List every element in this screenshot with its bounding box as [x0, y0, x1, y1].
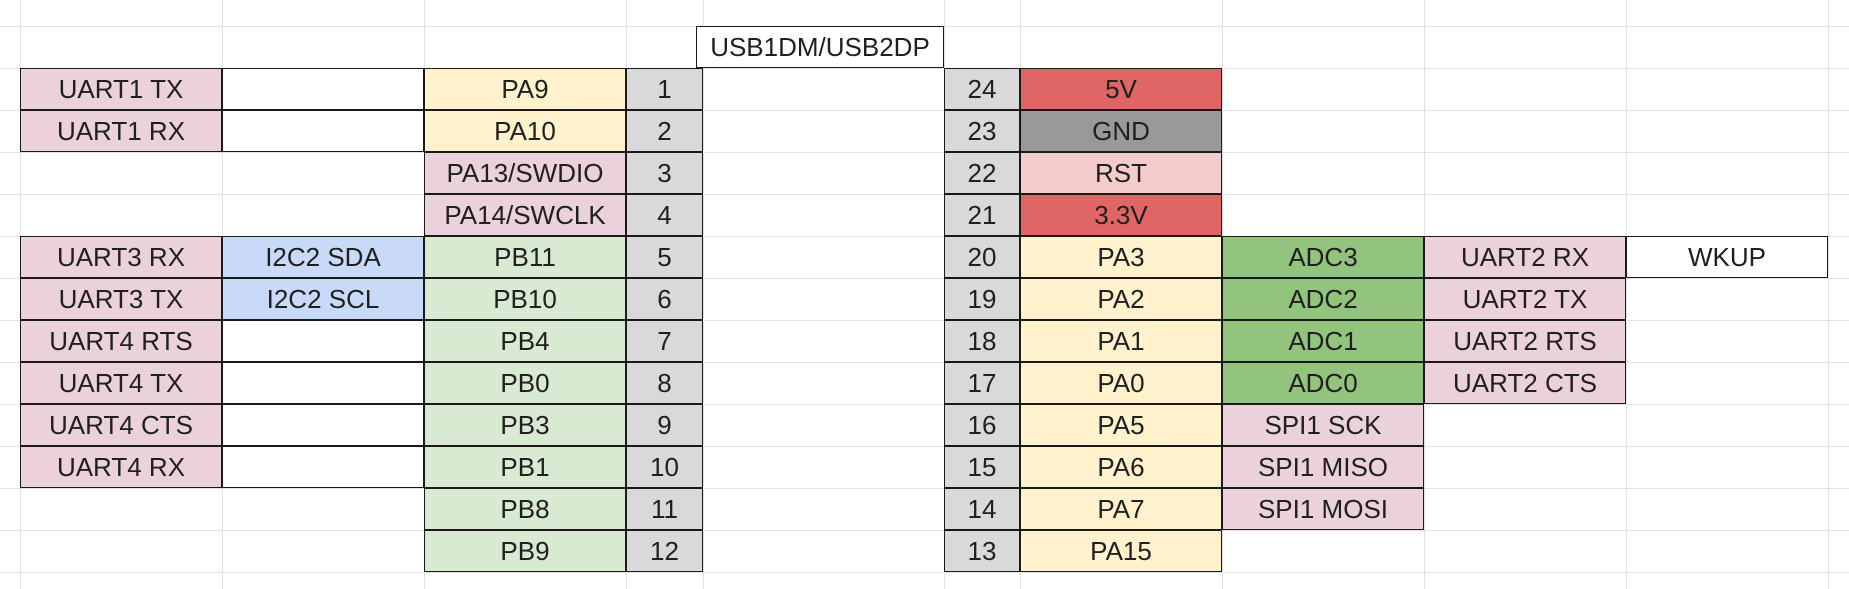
left-func2-cell[interactable]: I2C2 SCL: [222, 278, 424, 320]
left-pin-cell[interactable]: PB1: [424, 446, 626, 488]
left-pin-number-cell[interactable]: 6: [626, 278, 703, 320]
right-pin-number-cell[interactable]: 19: [944, 278, 1020, 320]
right-pin-number-cell[interactable]: 23: [944, 110, 1020, 152]
right-pin-number-cell[interactable]: 17: [944, 362, 1020, 404]
left-pin-cell[interactable]: PB3: [424, 404, 626, 446]
left-pin-cell[interactable]: PA14/SWCLK: [424, 194, 626, 236]
left-pin-cell[interactable]: PA9: [424, 68, 626, 110]
usb-label[interactable]: USB1DM/USB2DP: [696, 26, 944, 68]
left-pin-cell[interactable]: PA10: [424, 110, 626, 152]
right-func1-cell[interactable]: SPI1 SCK: [1222, 404, 1424, 446]
right-func2-cell[interactable]: UART2 RTS: [1424, 320, 1626, 362]
left-pin-cell[interactable]: PB10: [424, 278, 626, 320]
left-pin-number-cell[interactable]: 3: [626, 152, 703, 194]
left-func1-cell[interactable]: UART1 RX: [20, 110, 222, 152]
left-func1-cell[interactable]: UART1 TX: [20, 68, 222, 110]
right-pin-cell[interactable]: 5V: [1020, 68, 1222, 110]
right-pin-cell[interactable]: PA3: [1020, 236, 1222, 278]
left-pin-cell[interactable]: PB11: [424, 236, 626, 278]
right-func3-cell[interactable]: WKUP: [1626, 236, 1828, 278]
left-pin-number-cell[interactable]: 11: [626, 488, 703, 530]
left-pin-cell[interactable]: PB0: [424, 362, 626, 404]
right-pin-number-cell[interactable]: 13: [944, 530, 1020, 572]
left-func1-cell[interactable]: UART3 RX: [20, 236, 222, 278]
left-func2-cell[interactable]: [222, 362, 424, 404]
left-pin-number-cell[interactable]: 8: [626, 362, 703, 404]
right-pin-cell[interactable]: PA5: [1020, 404, 1222, 446]
left-func1-cell[interactable]: UART4 RTS: [20, 320, 222, 362]
left-func2-cell[interactable]: [222, 68, 424, 110]
left-pin-number-cell[interactable]: 10: [626, 446, 703, 488]
right-func2-cell[interactable]: UART2 TX: [1424, 278, 1626, 320]
right-func2-cell[interactable]: UART2 CTS: [1424, 362, 1626, 404]
left-func2-cell[interactable]: [222, 320, 424, 362]
left-pin-number-cell[interactable]: 2: [626, 110, 703, 152]
right-func2-cell[interactable]: UART2 RX: [1424, 236, 1626, 278]
right-pin-number-cell[interactable]: 22: [944, 152, 1020, 194]
right-pin-cell[interactable]: PA0: [1020, 362, 1222, 404]
left-func2-cell[interactable]: I2C2 SDA: [222, 236, 424, 278]
left-pin-number-cell[interactable]: 1: [626, 68, 703, 110]
left-func2-cell[interactable]: [222, 404, 424, 446]
right-pin-number-cell[interactable]: 24: [944, 68, 1020, 110]
right-func1-cell[interactable]: ADC2: [1222, 278, 1424, 320]
left-pin-number-cell[interactable]: 4: [626, 194, 703, 236]
left-pin-number-cell[interactable]: 9: [626, 404, 703, 446]
left-pin-cell[interactable]: PB9: [424, 530, 626, 572]
right-pin-cell[interactable]: GND: [1020, 110, 1222, 152]
left-func1-cell[interactable]: UART3 TX: [20, 278, 222, 320]
left-pin-cell[interactable]: PB8: [424, 488, 626, 530]
right-pin-number-cell[interactable]: 14: [944, 488, 1020, 530]
right-pin-number-cell[interactable]: 16: [944, 404, 1020, 446]
right-pin-number-cell[interactable]: 18: [944, 320, 1020, 362]
left-pin-number-cell[interactable]: 12: [626, 530, 703, 572]
left-func1-cell[interactable]: UART4 RX: [20, 446, 222, 488]
right-pin-cell[interactable]: PA1: [1020, 320, 1222, 362]
right-pin-cell[interactable]: 3.3V: [1020, 194, 1222, 236]
left-func2-cell[interactable]: [222, 446, 424, 488]
right-func1-cell[interactable]: ADC3: [1222, 236, 1424, 278]
left-func1-cell[interactable]: UART4 CTS: [20, 404, 222, 446]
right-pin-cell[interactable]: PA15: [1020, 530, 1222, 572]
right-pin-number-cell[interactable]: 20: [944, 236, 1020, 278]
right-pin-number-cell[interactable]: 21: [944, 194, 1020, 236]
right-func1-cell[interactable]: SPI1 MOSI: [1222, 488, 1424, 530]
right-func1-cell[interactable]: ADC1: [1222, 320, 1424, 362]
right-pin-cell[interactable]: PA7: [1020, 488, 1222, 530]
left-func2-cell[interactable]: [222, 110, 424, 152]
right-pin-cell[interactable]: RST: [1020, 152, 1222, 194]
right-pin-number-cell[interactable]: 15: [944, 446, 1020, 488]
left-pin-cell[interactable]: PB4: [424, 320, 626, 362]
right-func1-cell[interactable]: ADC0: [1222, 362, 1424, 404]
left-pin-number-cell[interactable]: 7: [626, 320, 703, 362]
right-func1-cell[interactable]: SPI1 MISO: [1222, 446, 1424, 488]
right-pin-cell[interactable]: PA2: [1020, 278, 1222, 320]
left-func1-cell[interactable]: UART4 TX: [20, 362, 222, 404]
left-pin-number-cell[interactable]: 5: [626, 236, 703, 278]
left-pin-cell[interactable]: PA13/SWDIO: [424, 152, 626, 194]
right-pin-cell[interactable]: PA6: [1020, 446, 1222, 488]
